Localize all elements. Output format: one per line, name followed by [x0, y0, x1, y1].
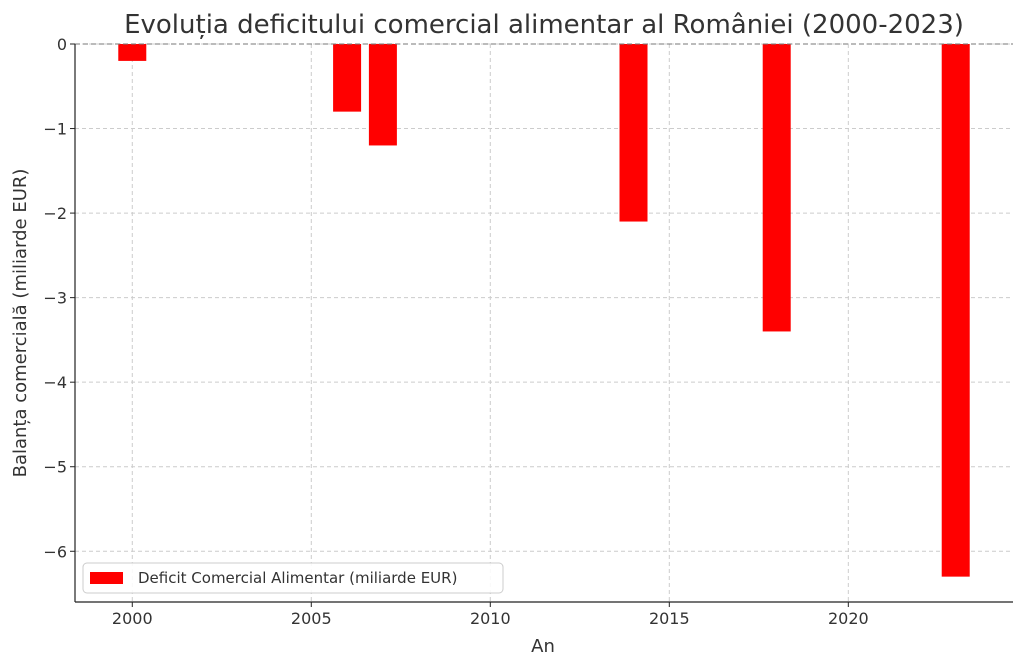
legend-label: Deficit Comercial Alimentar (miliarde EU… [138, 569, 457, 587]
y-tick-label: −3 [43, 289, 67, 308]
y-tick-label: −1 [43, 120, 67, 139]
legend: Deficit Comercial Alimentar (miliarde EU… [82, 562, 504, 594]
bar [762, 44, 791, 332]
legend-box [82, 562, 504, 594]
x-tick-label: 2010 [470, 609, 511, 628]
ticks: 2000 2005 2010 2015 2020 0 −1 −2 −3 −4 −5 −6 [43, 35, 868, 628]
bar [619, 44, 648, 222]
y-axis-label: Balanța comercială (miliarde EUR) [10, 169, 31, 478]
x-tick-label: 2000 [112, 609, 153, 628]
grid [75, 43, 1013, 602]
y-tick-label: 0 [57, 35, 67, 54]
bar [941, 44, 970, 577]
x-tick-label: 2015 [649, 609, 690, 628]
y-tick-label: −2 [43, 204, 67, 223]
bar [333, 44, 362, 112]
x-axis-label: An [531, 636, 555, 657]
bars [118, 44, 970, 577]
x-tick-label: 2005 [291, 609, 332, 628]
y-tick-label: −4 [43, 373, 67, 392]
legend-swatch [90, 572, 123, 584]
axes [74, 43, 1013, 603]
bar [118, 44, 147, 61]
bar [368, 44, 397, 146]
chart-title: Evoluția deficitului comercial alimentar… [124, 10, 964, 40]
x-tick-label: 2020 [828, 609, 869, 628]
y-tick-label: −5 [43, 458, 67, 477]
y-tick-label: −6 [43, 542, 67, 561]
